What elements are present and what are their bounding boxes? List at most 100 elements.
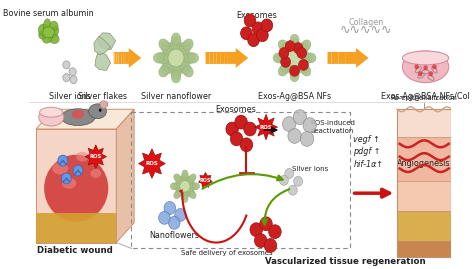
Circle shape <box>255 234 267 247</box>
Ellipse shape <box>52 162 68 174</box>
Ellipse shape <box>277 52 289 63</box>
Ellipse shape <box>162 51 176 65</box>
Polygon shape <box>99 33 116 50</box>
Polygon shape <box>95 51 110 70</box>
Ellipse shape <box>171 70 181 83</box>
Ellipse shape <box>72 110 84 119</box>
Circle shape <box>256 29 268 42</box>
Circle shape <box>260 217 272 231</box>
Circle shape <box>285 168 294 178</box>
Ellipse shape <box>402 51 449 65</box>
Ellipse shape <box>187 53 199 63</box>
FancyArrow shape <box>128 52 129 63</box>
Ellipse shape <box>273 53 284 63</box>
Ellipse shape <box>289 58 300 73</box>
FancyArrow shape <box>121 52 122 63</box>
Circle shape <box>63 74 70 82</box>
Ellipse shape <box>281 61 292 73</box>
Ellipse shape <box>281 43 292 55</box>
Circle shape <box>175 208 186 221</box>
Circle shape <box>70 76 77 84</box>
FancyArrow shape <box>345 52 346 63</box>
Text: vegf ↑
pdgf ↑
hif-1α↑: vegf ↑ pdgf ↑ hif-1α↑ <box>354 135 383 169</box>
Circle shape <box>279 175 288 185</box>
Ellipse shape <box>301 65 311 76</box>
Ellipse shape <box>293 46 306 60</box>
FancyArrow shape <box>335 52 336 63</box>
Text: Exos-Ag@BSA NFs/Col: Exos-Ag@BSA NFs/Col <box>381 93 470 101</box>
Ellipse shape <box>402 51 449 83</box>
Ellipse shape <box>76 152 89 162</box>
Ellipse shape <box>49 27 59 38</box>
Ellipse shape <box>170 183 178 190</box>
Ellipse shape <box>185 182 194 191</box>
Circle shape <box>100 100 108 108</box>
Circle shape <box>159 211 170 224</box>
Circle shape <box>288 129 301 143</box>
Ellipse shape <box>184 178 192 187</box>
Ellipse shape <box>174 56 188 71</box>
Ellipse shape <box>187 176 194 184</box>
Text: Exosomes: Exosomes <box>236 10 277 20</box>
Ellipse shape <box>281 52 295 64</box>
FancyArrow shape <box>205 48 248 68</box>
FancyArrow shape <box>114 48 141 68</box>
Ellipse shape <box>42 33 52 43</box>
Circle shape <box>241 27 252 40</box>
Circle shape <box>248 34 259 47</box>
FancyArrow shape <box>118 52 119 63</box>
Text: Bovine serum albumin: Bovine serum albumin <box>3 9 94 17</box>
Ellipse shape <box>170 42 182 58</box>
Circle shape <box>264 239 277 252</box>
Text: Exosomes: Exosomes <box>215 105 256 114</box>
FancyArrow shape <box>205 52 206 63</box>
Ellipse shape <box>177 185 186 195</box>
Ellipse shape <box>297 43 309 55</box>
Ellipse shape <box>171 33 181 45</box>
Ellipse shape <box>161 61 173 74</box>
Circle shape <box>290 65 300 76</box>
Ellipse shape <box>290 64 300 78</box>
Text: Re-epithelialization: Re-epithelialization <box>391 95 457 101</box>
Text: Diabetic wound: Diabetic wound <box>37 246 113 254</box>
Text: Exos-Ag@BSA NFs: Exos-Ag@BSA NFs <box>258 93 331 101</box>
Ellipse shape <box>39 108 64 126</box>
Ellipse shape <box>61 109 95 126</box>
Text: Angiogenesis: Angiogenesis <box>397 159 450 168</box>
Ellipse shape <box>176 51 191 65</box>
Circle shape <box>281 56 291 67</box>
Ellipse shape <box>175 188 183 197</box>
Ellipse shape <box>182 52 195 64</box>
Circle shape <box>297 48 307 58</box>
FancyArrow shape <box>338 52 339 63</box>
Circle shape <box>244 14 256 27</box>
Ellipse shape <box>301 52 312 63</box>
Circle shape <box>99 109 101 112</box>
Circle shape <box>279 48 289 58</box>
Ellipse shape <box>171 65 182 79</box>
Ellipse shape <box>173 182 181 190</box>
FancyArrow shape <box>126 52 127 63</box>
Ellipse shape <box>170 58 182 74</box>
Circle shape <box>252 22 264 35</box>
Polygon shape <box>36 109 134 129</box>
Circle shape <box>423 65 428 70</box>
Circle shape <box>235 115 247 129</box>
Circle shape <box>293 43 303 54</box>
Bar <box>397 109 451 137</box>
Text: Safe delivery of exosomes: Safe delivery of exosomes <box>181 250 273 256</box>
FancyArrow shape <box>342 52 343 63</box>
Text: Silver nanoflower: Silver nanoflower <box>141 93 211 101</box>
FancyArrow shape <box>209 52 210 63</box>
Ellipse shape <box>182 170 188 178</box>
FancyArrow shape <box>331 52 332 63</box>
Ellipse shape <box>181 176 189 186</box>
Ellipse shape <box>192 183 200 190</box>
Bar <box>397 137 451 181</box>
Polygon shape <box>36 129 116 243</box>
Text: ∿∿∿∿∿: ∿∿∿∿∿ <box>339 24 392 37</box>
Ellipse shape <box>290 70 299 82</box>
Ellipse shape <box>154 53 164 63</box>
Ellipse shape <box>164 56 178 71</box>
Text: Collagen: Collagen <box>348 19 383 27</box>
